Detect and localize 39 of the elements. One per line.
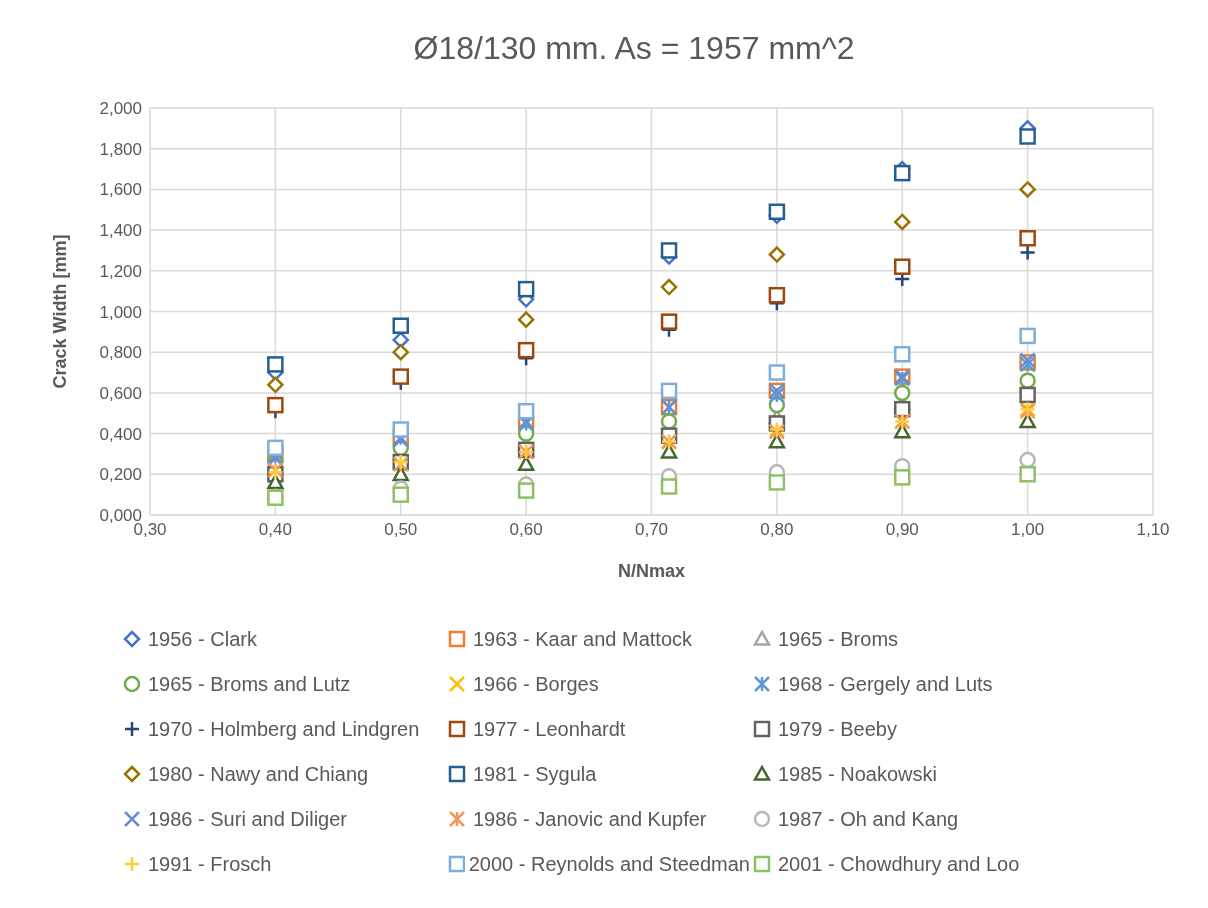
legend-label: 1977 - Leonhardt <box>473 717 626 741</box>
legend-label: 1987 - Oh and Kang <box>778 807 959 831</box>
y-axis-title: Crack Width [mm] <box>50 234 71 389</box>
x-tick-label: 0,50 <box>384 520 418 540</box>
y-tick-label: 1,200 <box>99 261 142 281</box>
y-tick-label: 2,000 <box>99 99 142 119</box>
y-tick-label: 1,000 <box>99 302 142 322</box>
legend-label: 1979 - Beeby <box>778 717 897 741</box>
y-tick-label: 0,200 <box>99 465 142 485</box>
x-tick-label: 0,70 <box>634 520 669 540</box>
x-tick-label: 1,00 <box>1011 520 1045 540</box>
x-tick-label: 0,40 <box>258 520 292 540</box>
y-tick-label: 1,800 <box>99 139 142 159</box>
legend-label: 2000 - Reynolds and Steedman <box>468 852 750 876</box>
legend-label: 1980 - Nawy and Chiang <box>148 762 369 786</box>
y-tick-label: 1,600 <box>99 180 142 200</box>
legend-label: 1968 - Gergely and Luts <box>778 672 993 696</box>
legend-label: 1966 - Borges <box>473 672 599 696</box>
x-tick-label: 0,90 <box>885 520 919 540</box>
y-tick-label: 0,400 <box>99 424 142 444</box>
y-tick-label: 1,400 <box>99 221 142 241</box>
x-tick-label: 0,80 <box>760 520 794 540</box>
legend-label: 1981 - Sygula <box>473 762 597 786</box>
legend-label: 1970 - Holmberg and Lindgren <box>148 717 420 741</box>
legend-label: 1956 - Clark <box>148 627 257 651</box>
x-axis-title: N/Nmax <box>617 561 686 581</box>
chart-title: Ø18/130 mm. As = 1957 mm^2 <box>412 28 856 68</box>
legend-label: 1963 - Kaar and Mattock <box>473 627 693 651</box>
legend-label: 1986 - Suri and Diliger <box>148 807 347 831</box>
x-tick-label: 1,10 <box>1136 520 1170 540</box>
x-tick-label: 0,60 <box>509 520 543 540</box>
legend-label: 1965 - Broms <box>778 627 899 651</box>
legend-label: 1986 - Janovic and Kupfer <box>473 807 707 831</box>
y-tick-label: 0,800 <box>99 343 142 363</box>
legend-label: 1965 - Broms and Lutz <box>148 672 351 696</box>
legend-label: 2001 - Chowdhury and Loo <box>778 852 1020 876</box>
y-tick-label: 0,600 <box>99 383 142 403</box>
legend-label: 1985 - Noakowski <box>778 762 937 786</box>
legend-label: 1991 - Frosch <box>148 852 272 876</box>
